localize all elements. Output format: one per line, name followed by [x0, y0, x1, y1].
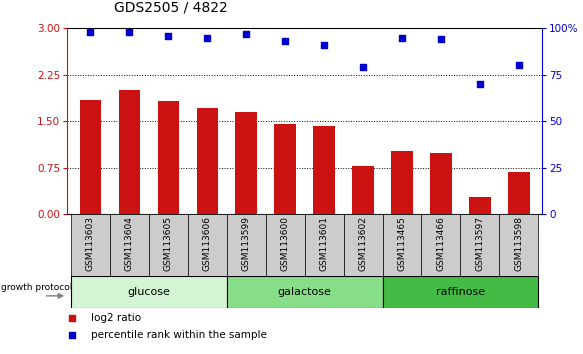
Bar	[275, 124, 296, 214]
Bar	[304, 214, 343, 276]
Point	[343, 91, 353, 97]
Text: GSM113465: GSM113465	[398, 216, 406, 271]
Bar	[149, 214, 188, 276]
Text: raffinose: raffinose	[436, 287, 485, 297]
Point	[475, 81, 484, 87]
Text: GSM113598: GSM113598	[514, 216, 524, 271]
Bar	[314, 126, 335, 214]
Text: GSM113597: GSM113597	[475, 216, 484, 271]
Bar	[266, 214, 305, 276]
Bar	[227, 214, 266, 276]
Point	[164, 33, 173, 39]
Bar	[71, 276, 227, 308]
Text: GSM113602: GSM113602	[359, 216, 367, 271]
Point	[436, 37, 445, 42]
Bar	[391, 151, 413, 214]
Bar	[157, 101, 179, 214]
Bar	[80, 99, 101, 214]
Point	[86, 29, 95, 35]
Text: GSM113606: GSM113606	[203, 216, 212, 271]
Bar	[227, 276, 382, 308]
Point	[343, 242, 353, 248]
Text: GSM113603: GSM113603	[86, 216, 95, 271]
Text: galactose: galactose	[278, 287, 332, 297]
Text: GSM113599: GSM113599	[242, 216, 251, 271]
Bar	[469, 197, 490, 214]
Text: GSM113605: GSM113605	[164, 216, 173, 271]
Bar	[461, 214, 500, 276]
Bar	[430, 154, 452, 214]
Point	[202, 35, 212, 40]
Point	[280, 39, 290, 44]
Bar	[352, 166, 374, 214]
Bar	[500, 214, 538, 276]
Point	[241, 31, 251, 37]
Point	[514, 63, 524, 68]
Bar	[382, 214, 422, 276]
Bar	[196, 108, 218, 214]
Point	[359, 64, 368, 70]
Text: log2 ratio: log2 ratio	[91, 313, 141, 323]
Text: GSM113466: GSM113466	[437, 216, 445, 271]
Bar	[422, 214, 461, 276]
Bar	[236, 112, 257, 214]
Point	[125, 29, 134, 35]
Point	[319, 42, 329, 48]
Bar	[508, 172, 529, 214]
Text: growth protocol: growth protocol	[1, 283, 73, 292]
Bar	[343, 214, 382, 276]
Point	[398, 35, 407, 40]
Text: GSM113600: GSM113600	[280, 216, 290, 271]
Bar	[188, 214, 227, 276]
Text: GDS2505 / 4822: GDS2505 / 4822	[114, 0, 227, 14]
Bar	[110, 214, 149, 276]
Text: GSM113601: GSM113601	[319, 216, 329, 271]
Text: glucose: glucose	[128, 287, 170, 297]
Text: percentile rank within the sample: percentile rank within the sample	[91, 330, 266, 339]
Bar	[119, 90, 140, 214]
Bar	[71, 214, 110, 276]
Bar	[382, 276, 538, 308]
Text: GSM113604: GSM113604	[125, 216, 134, 271]
